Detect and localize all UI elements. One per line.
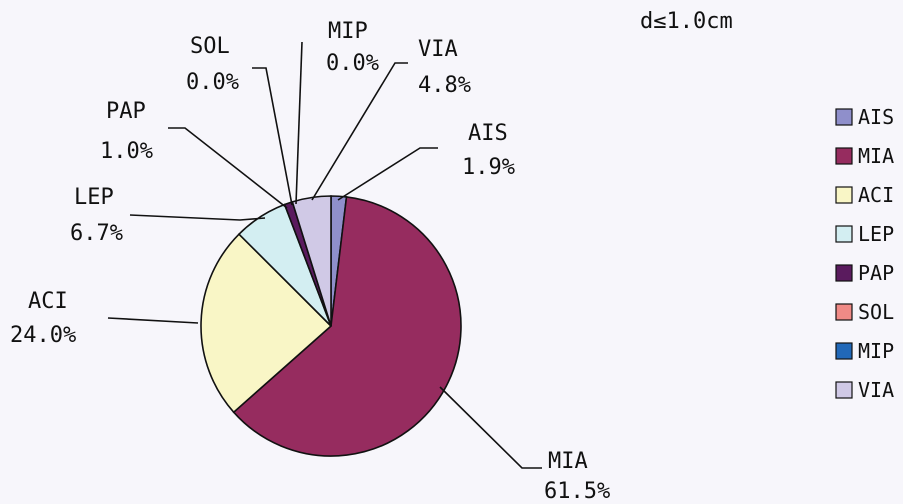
slice-label-ais: AIS (468, 121, 508, 146)
leader-lines (107, 41, 542, 469)
slice-label-sol: SOL (190, 34, 230, 59)
slice-label-via: VIA (418, 37, 458, 62)
slice-via (291, 195, 332, 327)
slice-label-mia: MIA (548, 449, 588, 474)
slice-aci (200, 233, 333, 414)
legend-swatch-sol (835, 303, 853, 321)
slice-value-via: 4.8% (418, 73, 471, 98)
legend-swatch-mip (835, 342, 853, 360)
legend-label-mip: MIP (858, 339, 894, 363)
slice-value-aci: 24.0% (10, 323, 76, 348)
legend-label-sol: SOL (858, 300, 894, 324)
legend: AIS MIA ACI LEP PAP SOL MIP VIA (835, 105, 894, 402)
leader-line-pap (168, 127, 288, 209)
legend-label-ais: AIS (858, 105, 894, 129)
leader-line-sol (252, 67, 293, 206)
slice-value-mia: 61.5% (544, 479, 610, 504)
legend-swatch-aci (835, 186, 853, 204)
slice-value-lep: 6.7% (70, 221, 123, 246)
slice-label-pap: PAP (106, 99, 146, 124)
leader-line-ais (337, 147, 438, 201)
slice-label-mip: MIP (328, 19, 368, 44)
leader-line-aci (107, 317, 199, 324)
leader-line-lep (129, 214, 266, 221)
legend-swatch-ais (835, 108, 853, 126)
legend-swatch-via (835, 381, 853, 399)
pie-slices (200, 195, 462, 457)
slice-label-aci: ACI (28, 289, 68, 314)
slice-value-ais: 1.9% (462, 155, 515, 180)
leader-line-mip (295, 41, 303, 205)
slice-labels: AIS 1.9% MIA 61.5% ACI 24.0% LEP 6.7% PAP 1.0% SOL… (10, 19, 610, 504)
slice-value-mip: 0.0% (326, 51, 379, 76)
legend-label-pap: PAP (858, 261, 894, 285)
slice-label-lep: LEP (74, 185, 114, 210)
legend-swatch-pap (835, 264, 853, 282)
legend-swatch-mia (835, 147, 853, 165)
leader-line-mia (439, 386, 542, 469)
slice-value-pap: 1.0% (100, 139, 153, 164)
legend-label-aci: ACI (858, 183, 894, 207)
leader-line-via (311, 62, 408, 201)
slice-mia (232, 196, 462, 457)
slice-value-sol: 0.0% (186, 70, 239, 95)
legend-label-lep: LEP (858, 222, 894, 246)
legend-swatch-lep (835, 225, 853, 243)
chart-title: d≤1.0cm (640, 9, 733, 34)
legend-label-mia: MIA (858, 144, 894, 168)
legend-label-via: VIA (858, 378, 894, 402)
